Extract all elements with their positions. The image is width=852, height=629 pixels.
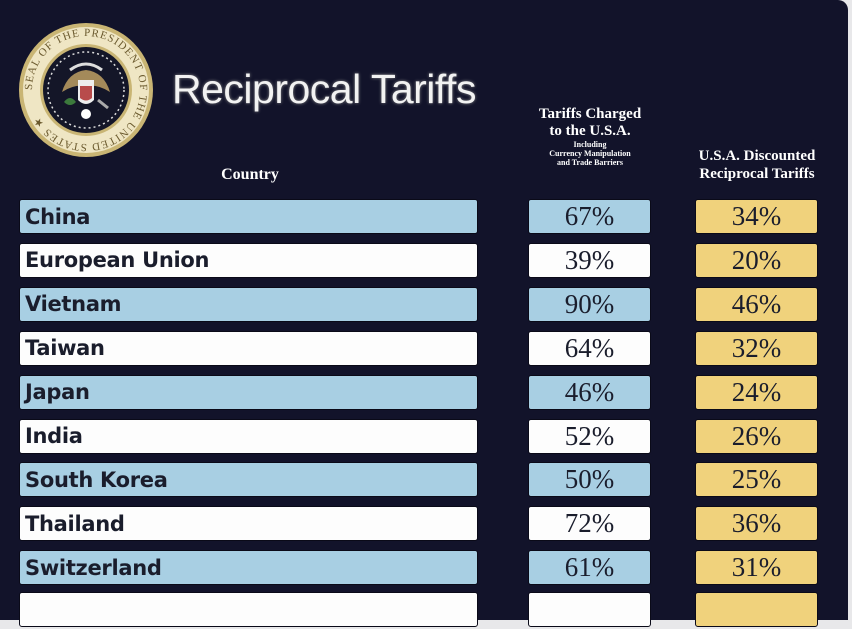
header-line: Tariffs Charged	[538, 106, 642, 122]
table-row: Taiwan 64% 32%	[0, 330, 852, 368]
table-row: European Union 39% 20%	[0, 242, 852, 280]
header-line: to the U.S.A.	[549, 123, 631, 139]
table-row: China 67% 34%	[0, 199, 852, 236]
table-row: Vietnam 90% 46%	[0, 286, 852, 324]
charged-cell: 50%	[528, 462, 651, 498]
charged-cell: 46%	[528, 374, 651, 410]
column-header-charged: Tariffs Charged to the U.S.A. Including …	[510, 106, 670, 167]
charged-cell: 72%	[528, 506, 651, 542]
country-cell: Switzerland	[19, 550, 478, 586]
table-row: Switzerland 61% 31%	[0, 550, 852, 587]
charged-cell: 64%	[528, 330, 651, 366]
header-line: U.S.A. Discounted	[698, 148, 816, 164]
discounted-cell	[695, 592, 818, 627]
charged-cell: 52%	[528, 418, 651, 454]
header-note: Currency Manipulation	[549, 149, 631, 158]
discounted-cell: 26%	[695, 418, 818, 454]
country-cell: Thailand	[19, 506, 478, 542]
discounted-cell: 20%	[695, 242, 818, 278]
discounted-cell: 32%	[695, 330, 818, 366]
charged-cell	[528, 592, 651, 627]
column-header-discounted: U.S.A. Discounted Reciprocal Tariffs	[672, 147, 842, 183]
table-row: India 52% 26%	[0, 418, 852, 456]
discounted-cell: 24%	[695, 374, 818, 410]
column-header-country: Country	[221, 166, 279, 183]
header-line: Reciprocal Tariffs	[699, 166, 815, 182]
country-cell: South Korea	[19, 462, 478, 498]
discounted-cell: 34%	[695, 199, 818, 234]
table-row: Japan 46% 24%	[0, 374, 852, 412]
presidential-seal-icon: SEAL OF THE PRESIDENT OF THE UNITED STAT…	[19, 23, 153, 157]
table-row-partial	[0, 592, 852, 629]
header-note: Including	[573, 140, 607, 149]
discounted-cell: 36%	[695, 506, 818, 542]
table-row: South Korea 50% 25%	[0, 462, 852, 499]
discounted-cell: 46%	[695, 286, 818, 322]
country-cell: Taiwan	[19, 330, 478, 366]
discounted-cell: 25%	[695, 462, 818, 498]
country-cell	[19, 592, 478, 627]
charged-cell: 61%	[528, 550, 651, 586]
table-row: Thailand 72% 36%	[0, 506, 852, 543]
country-cell: China	[19, 199, 478, 234]
country-cell: European Union	[19, 242, 478, 278]
charged-cell: 67%	[528, 199, 651, 234]
header-note: and Trade Barriers	[557, 158, 623, 167]
country-cell: India	[19, 418, 478, 454]
page-title: Reciprocal Tariffs	[172, 66, 476, 112]
charged-cell: 90%	[528, 286, 651, 322]
country-cell: Japan	[19, 374, 478, 410]
charged-cell: 39%	[528, 242, 651, 278]
discounted-cell: 31%	[695, 550, 818, 586]
country-cell: Vietnam	[19, 286, 478, 322]
